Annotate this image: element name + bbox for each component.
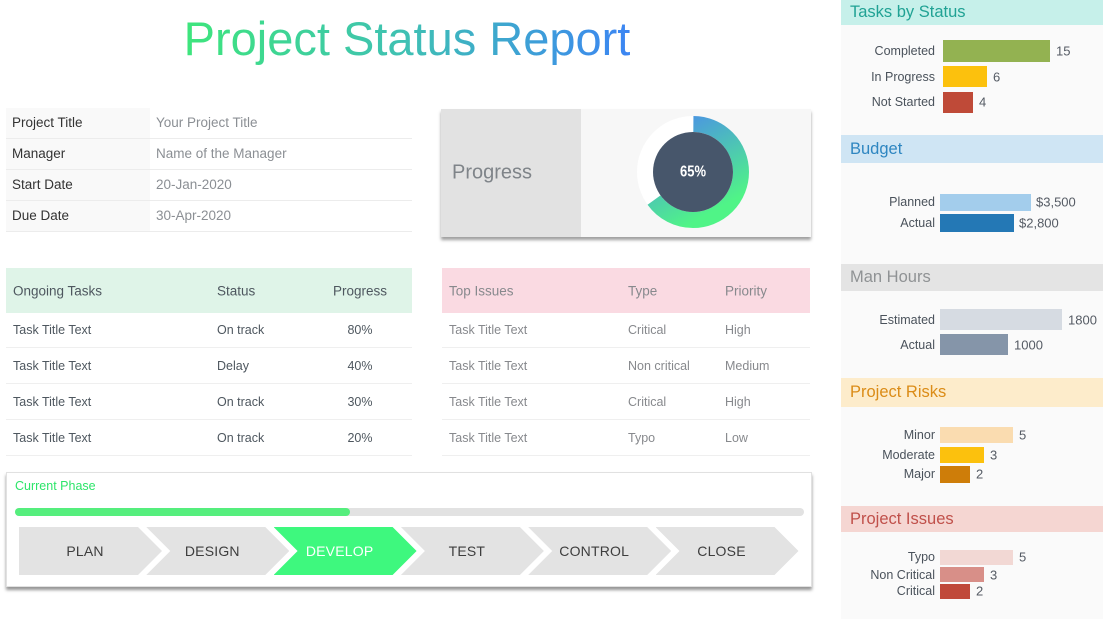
svg-text:65%: 65% bbox=[680, 164, 706, 181]
